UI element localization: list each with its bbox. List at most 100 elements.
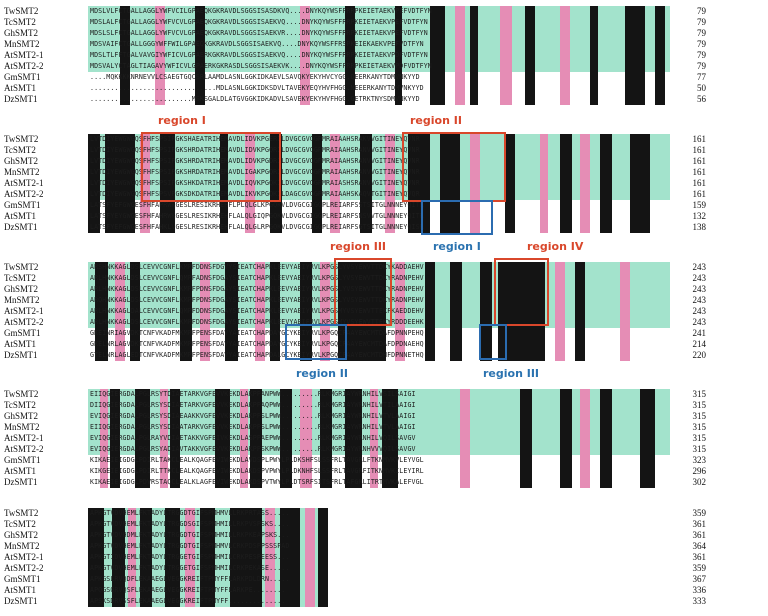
species-name: DzSMT1 (4, 94, 38, 104)
conserved-shade (280, 422, 292, 433)
conserved-shade (110, 400, 120, 411)
similar-shade (455, 94, 465, 105)
similar-shade (240, 411, 248, 422)
conserved-shade (312, 145, 322, 156)
conserved-shade (655, 61, 665, 72)
residue-count: 243 (692, 317, 707, 327)
conserved-shade (640, 389, 655, 400)
similar-shade (185, 530, 195, 541)
conserved-shade (130, 306, 140, 317)
conserved-shade (120, 28, 130, 39)
similar-shade (140, 211, 150, 222)
similar-shade (455, 6, 465, 17)
conserved-shade (525, 50, 535, 61)
similar-shade (115, 284, 125, 295)
conserved-shade (225, 273, 238, 284)
species-name: MnSMT2 (4, 541, 40, 551)
similar-shade (255, 295, 265, 306)
alignment-row: AtSMT2-1 APKGTIDVHEMLFKTADYLTRGGETGIFSPMH… (0, 552, 768, 563)
conserved-shade (135, 422, 150, 433)
sequence-track: EVIQGIERGDALPGLRSYADIAVTAKKVGFEVVKEKDLAK… (88, 444, 670, 455)
conserved-shade (88, 156, 100, 167)
similar-shade (320, 350, 330, 361)
conserved-shade (395, 61, 402, 72)
conserved-shade (560, 156, 572, 167)
similar-shade (160, 400, 168, 411)
conserved-shade (320, 444, 332, 455)
conserved-shade (655, 28, 665, 39)
conserved-shade (320, 411, 332, 422)
similar-shade (330, 145, 340, 156)
conserved-shade (338, 339, 386, 350)
sequence-track: LATSFYEFGWGESFHFAPRWKGESLRESIKRHEHFLPLQL… (88, 200, 670, 211)
conserved-shade (180, 328, 192, 339)
conserved-shade (140, 530, 152, 541)
similar-shade (255, 317, 265, 328)
conserved-shade (345, 444, 362, 455)
alignment-row: TwSMT2 LVTDIYEWGWGQSFHFSPSIPGKSHAEATRIHEM… (0, 134, 768, 145)
similar-shade (500, 94, 512, 105)
similar-shade (300, 17, 310, 28)
conserved-shade (450, 350, 462, 361)
conserved-shade (215, 477, 230, 488)
conserved-shade (560, 200, 572, 211)
similar-shade (460, 389, 470, 400)
conserved-shade (520, 411, 532, 422)
similar-shade (540, 211, 548, 222)
sequence-track: EIIQGIERGDALPGLRSYSDIAATARKVGFEVVKEKDLAK… (88, 422, 670, 433)
conserved-shade (395, 94, 402, 105)
residue-count: 323 (692, 455, 707, 465)
conserved-shade (450, 295, 462, 306)
conserved-shade (250, 433, 262, 444)
species-name: GmSMT1 (4, 328, 41, 338)
conserved-shade (655, 17, 665, 28)
similar-shade (540, 134, 548, 145)
conserved-shade (480, 295, 492, 306)
conserved-shade (165, 552, 180, 563)
similar-shade (300, 72, 310, 83)
similar-shade (560, 83, 570, 94)
region-label-blue-2: region II (296, 367, 348, 380)
similar-shade (115, 262, 125, 273)
conserved-shade (450, 284, 462, 295)
conserved-shade (575, 350, 585, 361)
sequence-track: EVIQGIERGDALPGLRSYSDIAEAAKKVGFEVVKEKDLAK… (88, 411, 670, 422)
conserved-shade (338, 273, 386, 284)
conserved-shade (88, 134, 100, 145)
similar-shade (185, 596, 195, 607)
similar-shade (320, 317, 330, 328)
sequence-text: ARLHNKKAGLDSLCEVVCGNFLKMPFPDNSFDGAYSIEAT… (90, 285, 424, 293)
conserved-shade (318, 596, 328, 607)
conserved-shade (135, 455, 150, 466)
conserved-shade (630, 134, 650, 145)
similar-shade (460, 466, 470, 477)
conserved-shade (270, 189, 282, 200)
conserved-shade (120, 50, 130, 61)
conserved-shade (498, 328, 545, 339)
similar-shade (185, 563, 195, 574)
similar-shade (255, 350, 265, 361)
conserved-shade (505, 200, 515, 211)
conserved-shade (320, 422, 332, 433)
conserved-shade (575, 262, 585, 273)
conserved-shade (300, 262, 312, 273)
conserved-shade (345, 466, 362, 477)
similar-shade (200, 306, 210, 317)
conserved-shade (498, 273, 545, 284)
conserved-shade (395, 6, 402, 17)
similar-shade (330, 134, 340, 145)
conserved-shade (430, 39, 445, 50)
conserved-shade (560, 389, 572, 400)
sequence-text: EVIQGIERGDALPGLRAYVDIAETAKKVGFEIVKEKDLAS… (90, 434, 416, 442)
conserved-shade (395, 39, 402, 50)
similar-shade (305, 530, 315, 541)
conserved-shade (312, 222, 322, 233)
conserved-shade (470, 83, 478, 94)
similar-shade (240, 389, 248, 400)
conserved-shade (430, 28, 445, 39)
similar-shade (245, 222, 255, 233)
conserved-shade (110, 455, 120, 466)
similar-shade (620, 306, 630, 317)
residue-count: 132 (692, 211, 707, 221)
conserved-shade (165, 563, 180, 574)
